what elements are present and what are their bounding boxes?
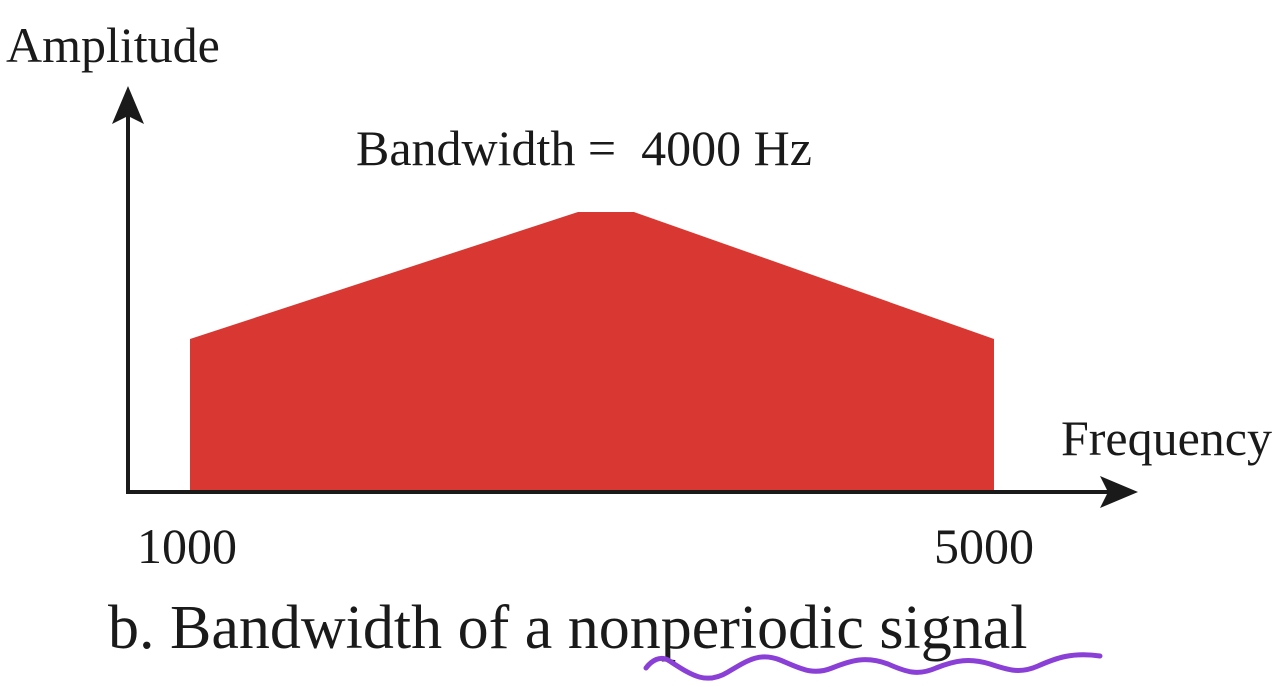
figure-caption: b. Bandwidth of a nonperiodic signal	[108, 594, 1028, 662]
handwritten-underline	[643, 652, 1103, 681]
y-axis-arrow	[112, 86, 144, 124]
tick-label-low: 1000	[137, 518, 237, 574]
y-axis-label: Amplitude	[6, 17, 220, 73]
x-axis-label: Frequency	[1061, 410, 1272, 466]
bandwidth-annotation: Bandwidth = 4000 Hz	[356, 120, 812, 176]
x-axis-arrow	[1100, 476, 1138, 508]
spectrum-area	[190, 212, 994, 492]
tick-label-high: 5000	[934, 518, 1034, 574]
